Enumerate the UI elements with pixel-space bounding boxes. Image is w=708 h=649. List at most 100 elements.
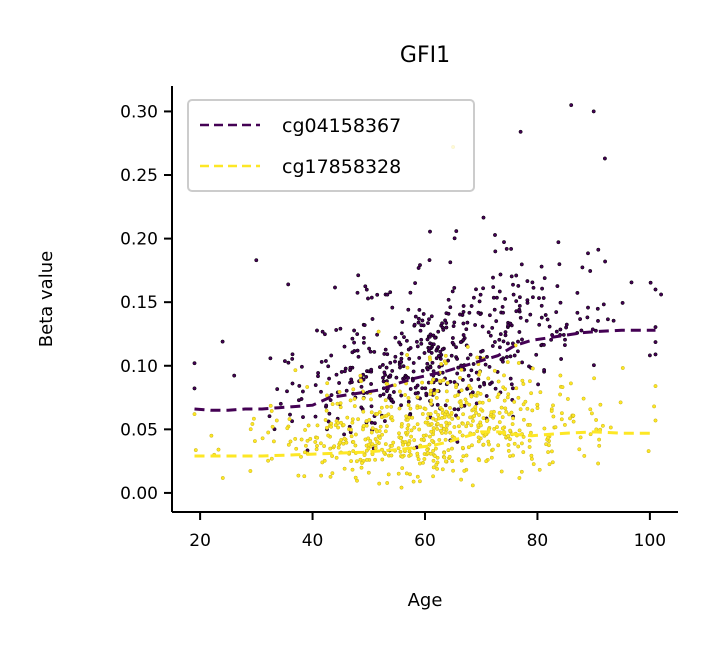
scatter-point bbox=[299, 397, 304, 401]
scatter-point bbox=[450, 416, 455, 421]
scatter-point bbox=[434, 395, 439, 400]
scatter-point bbox=[561, 332, 566, 337]
scatter-point bbox=[467, 310, 472, 315]
scatter-point bbox=[571, 419, 576, 424]
scatter-point bbox=[511, 292, 516, 297]
scatter-point bbox=[426, 321, 430, 326]
scatter-point bbox=[450, 289, 455, 294]
scatter-point bbox=[404, 338, 409, 343]
scatter-point bbox=[468, 352, 473, 357]
scatter-point bbox=[506, 433, 511, 438]
scatter-point bbox=[441, 327, 446, 332]
scatter-point bbox=[423, 407, 428, 411]
scatter-point bbox=[192, 412, 197, 417]
scatter-point bbox=[571, 413, 576, 418]
scatter-point bbox=[342, 436, 347, 441]
scatter-point bbox=[431, 458, 436, 463]
scatter-point bbox=[369, 397, 373, 402]
scatter-point bbox=[475, 355, 480, 360]
scatter-point bbox=[301, 415, 305, 420]
scatter-points bbox=[192, 103, 664, 490]
scatter-point bbox=[498, 332, 503, 337]
scatter-point bbox=[511, 282, 515, 287]
scatter-point bbox=[525, 298, 530, 303]
scatter-point bbox=[451, 468, 456, 473]
scatter-point bbox=[445, 380, 450, 385]
scatter-point bbox=[436, 329, 441, 334]
scatter-point bbox=[378, 393, 383, 398]
scatter-point bbox=[383, 429, 388, 434]
scatter-point bbox=[581, 396, 586, 401]
scatter-point bbox=[403, 440, 408, 444]
scatter-point bbox=[358, 457, 363, 462]
scatter-point bbox=[372, 349, 377, 354]
scatter-point bbox=[406, 375, 411, 380]
scatter-point bbox=[416, 457, 421, 462]
scatter-point bbox=[294, 446, 299, 451]
scatter-point bbox=[364, 457, 369, 462]
scatter-point bbox=[338, 440, 342, 445]
scatter-point bbox=[377, 365, 382, 370]
scatter-point bbox=[481, 286, 486, 291]
x-axis-ticks: 20 40 60 80 100 bbox=[189, 512, 666, 551]
scatter-point bbox=[349, 459, 354, 464]
scatter-point bbox=[193, 448, 198, 453]
scatter-point bbox=[418, 328, 423, 333]
scatter-point bbox=[549, 409, 554, 413]
scatter-point bbox=[338, 326, 343, 331]
scatter-point bbox=[411, 479, 416, 484]
scatter-point bbox=[484, 459, 489, 464]
scatter-point bbox=[350, 467, 355, 472]
scatter-point bbox=[376, 329, 381, 334]
scatter-point bbox=[579, 328, 584, 333]
scatter-point bbox=[368, 439, 373, 443]
scatter-point bbox=[595, 306, 600, 311]
scatter-point bbox=[430, 438, 435, 443]
scatter-point bbox=[449, 353, 454, 358]
scatter-point bbox=[544, 442, 549, 447]
scatter-point bbox=[547, 324, 552, 329]
scatter-point bbox=[452, 380, 457, 385]
scatter-point bbox=[192, 386, 197, 391]
scatter-point bbox=[518, 407, 523, 412]
scatter-point bbox=[375, 332, 380, 337]
scatter-point bbox=[620, 366, 625, 370]
scatter-point bbox=[484, 419, 489, 424]
scatter-point bbox=[534, 352, 539, 357]
scatter-point bbox=[603, 259, 608, 264]
scatter-point bbox=[528, 430, 533, 435]
scatter-point bbox=[290, 381, 295, 386]
scatter-point bbox=[423, 420, 428, 425]
scatter-point bbox=[589, 411, 594, 416]
scatter-point bbox=[431, 377, 436, 382]
scatter-point bbox=[322, 458, 327, 463]
scatter-point bbox=[455, 356, 460, 361]
scatter-point bbox=[469, 304, 474, 308]
scatter-point bbox=[502, 373, 506, 378]
scatter-point bbox=[323, 418, 328, 422]
scatter-point bbox=[315, 435, 320, 440]
scatter-point bbox=[425, 447, 430, 452]
scatter-point bbox=[339, 369, 344, 374]
scatter-point bbox=[399, 424, 404, 429]
scatter-point bbox=[516, 395, 521, 400]
scatter-point bbox=[303, 428, 308, 432]
scatter-point bbox=[653, 352, 658, 357]
scatter-point bbox=[653, 340, 658, 345]
scatter-point bbox=[408, 387, 413, 391]
scatter-point bbox=[652, 404, 657, 409]
scatter-point bbox=[608, 425, 613, 430]
scatter-point bbox=[492, 340, 497, 344]
scatter-point bbox=[506, 392, 511, 397]
scatter-point bbox=[429, 380, 434, 385]
scatter-point bbox=[269, 409, 274, 413]
scatter-point bbox=[384, 389, 389, 394]
scatter-point bbox=[431, 465, 436, 470]
scatter-point bbox=[405, 353, 410, 357]
scatter-point bbox=[485, 354, 489, 359]
scatter-point bbox=[320, 329, 325, 334]
scatter-point bbox=[464, 400, 469, 405]
scatter-point bbox=[452, 425, 457, 429]
scatter-point bbox=[378, 424, 383, 429]
scatter-point bbox=[541, 342, 546, 347]
